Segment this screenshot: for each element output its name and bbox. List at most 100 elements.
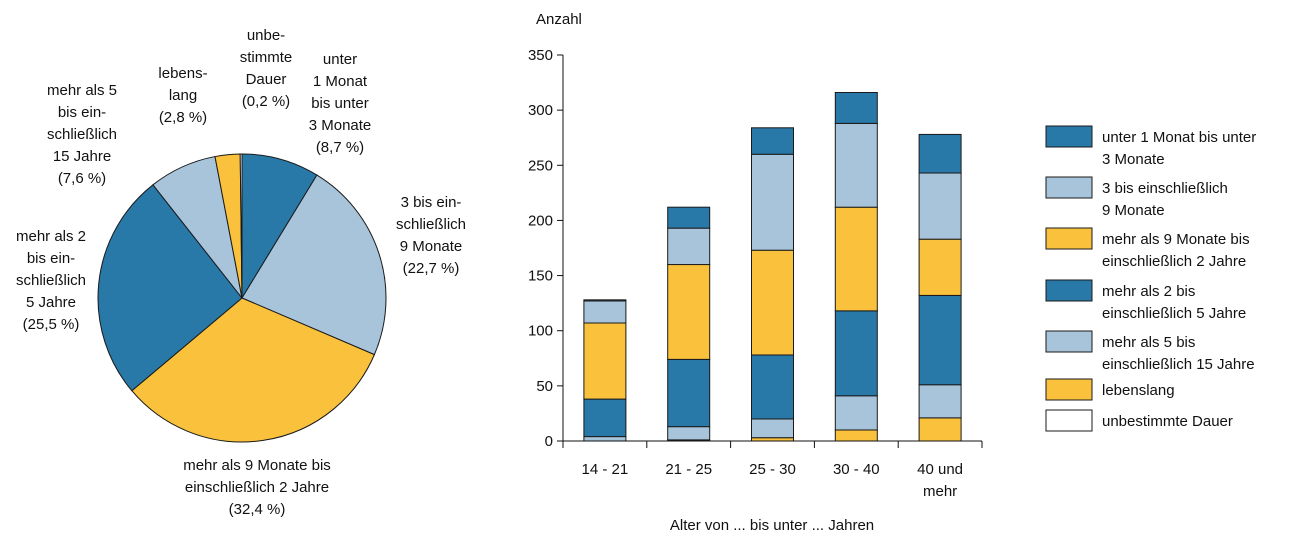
y-tick-label: 250 (528, 157, 553, 174)
legend-label-1-line: 3 bis einschließlich (1102, 180, 1228, 197)
pie-label-3-line: mehr als 2 (16, 228, 86, 245)
pie-label-3-line: (25,5 %) (23, 316, 80, 333)
legend: unter 1 Monat bis unter 3 Monate 3 bis ein… (1045, 125, 1256, 432)
x-tick-label: 25 - 30 (749, 461, 796, 478)
x-tick-label-line: 40 und (917, 461, 963, 478)
pie-label-3-line: bis ein- (27, 250, 75, 267)
legend-label-1-line: 9 Monate (1102, 202, 1165, 219)
pie-label-2-line: (32,4 %) (229, 501, 286, 518)
x-tick-label: 14 - 21 (582, 461, 629, 478)
pie-label-4-line: schließlich (47, 126, 117, 143)
bar-segment-2-5 (751, 153, 794, 251)
pie-label-3-line: schließlich (16, 272, 86, 289)
y-tick-label: 50 (536, 378, 553, 395)
bar-segment-2-4 (751, 249, 794, 356)
pie-label-5-line: lebens- (158, 65, 207, 82)
bar-segment-0-2 (583, 436, 627, 442)
legend-swatch-2 (1045, 227, 1093, 250)
bar-segment-2-6 (751, 127, 794, 155)
legend-label-0: unter 1 Monat bis unter 3 Monate (1102, 129, 1256, 168)
bar-segment-3-4 (834, 206, 878, 312)
x-tick-label-line: 21 - 25 (665, 461, 712, 478)
pie-label-1-line: 9 Monate (400, 238, 463, 255)
pie-label-0-line: 3 Monate (309, 117, 372, 134)
pie-label-5-line: (2,8 %) (159, 109, 207, 126)
pie-label-4-line: bis ein- (58, 104, 106, 121)
legend-label-0-line: unter 1 Monat bis unter (1102, 129, 1256, 146)
pie-label-3-line: 5 Jahre (26, 294, 76, 311)
pie-label-6-line: (0,2 %) (242, 93, 290, 110)
legend-label-2-line: mehr als 9 Monate bis (1102, 231, 1250, 248)
pie-slice-3 (97, 184, 243, 392)
pie-labels: unter 1 Monat bis unter 3 Monate (8,7 %) 3 bi… (16, 27, 466, 518)
stacked-bar-chart: Anzahl 0 50 100 150 200 250 300 350 14 - 21 21 -… (528, 11, 983, 534)
legend-swatch-4 (1045, 330, 1093, 353)
legend-label-2-line: einschließlich 2 Jahre (1102, 253, 1246, 270)
bar-segment-3-6 (834, 92, 878, 124)
legend-swatch-3 (1045, 279, 1093, 302)
pie-chart (97, 153, 387, 443)
bar-segment-4-2 (918, 384, 962, 419)
bar-segment-2-3 (751, 354, 794, 420)
bar-segment-0-5 (583, 300, 627, 324)
pie-label-6-line: Dauer (246, 71, 287, 88)
pie-label-4-line: 15 Jahre (53, 148, 111, 165)
y-tick-label: 100 (528, 323, 553, 340)
bar-segment-3-2 (834, 395, 878, 431)
legend-swatch-0 (1045, 125, 1093, 148)
legend-label-5-line: lebenslang (1102, 382, 1175, 399)
legend-label-3: mehr als 2 bis einschließlich 5 Jahre (1102, 283, 1246, 322)
legend-swatch-5 (1045, 378, 1093, 401)
y-tick-label: 150 (528, 268, 553, 285)
pie-slice-1 (241, 174, 387, 356)
legend-label-5: lebenslang (1102, 382, 1175, 399)
legend-swatch-1 (1045, 176, 1093, 199)
bars (583, 92, 962, 442)
y-tick-label: 350 (528, 47, 553, 64)
bar-segment-1-3 (667, 358, 711, 428)
pie-label-0-line: bis unter (311, 95, 369, 112)
pie-label-5: lebens-lang (2,8 %) (158, 65, 207, 126)
pie-label-6: unbe-stimmte Dauer (0,2 %) (240, 27, 293, 110)
pie-label-6-line: unbe- (247, 27, 285, 44)
y-tick-label: 0 (545, 433, 553, 450)
legend-label-0-line: 3 Monate (1102, 151, 1165, 168)
bar-segment-4-4 (918, 238, 962, 296)
pie-label-4-line: mehr als 5 (47, 82, 117, 99)
legend-swatch-6 (1045, 409, 1093, 432)
x-tick-label-line: 30 - 40 (833, 461, 880, 478)
x-tick-label-line: 25 - 30 (749, 461, 796, 478)
legend-label-4-line: einschließlich 15 Jahre (1102, 356, 1255, 373)
legend-label-3-line: einschließlich 5 Jahre (1102, 305, 1246, 322)
pie-label-0-line: unter (323, 51, 357, 68)
pie-label-1-line: (22,7 %) (403, 260, 460, 277)
bar-segment-4-1 (918, 417, 962, 442)
bar-segment-3-1 (834, 429, 878, 442)
pie-label-2-line: mehr als 9 Monate bis (183, 457, 331, 474)
bar-segment-1-6 (667, 206, 711, 229)
x-tick-label-line: 14 - 21 (582, 461, 629, 478)
y-tick-label: 300 (528, 102, 553, 119)
bar-segment-0-3 (583, 398, 627, 438)
pie-label-0: unter 1 Monat bis unter 3 Monate (8,7 %) (309, 51, 372, 156)
bar-segment-4-6 (918, 133, 962, 174)
pie-label-2-line: einschließlich 2 Jahre (185, 479, 329, 496)
bar-segment-2-2 (751, 418, 794, 439)
bar-segment-1-5 (667, 227, 711, 266)
pie-label-6-line: stimmte (240, 49, 293, 66)
pie-label-4: mehr als 5 bis ein-schließlich 15 Jahre (7,… (47, 82, 117, 187)
legend-label-1: 3 bis einschließlich 9 Monate (1102, 180, 1228, 219)
y-axis: 0 50 100 150 200 250 300 350 (528, 47, 564, 450)
bar-segment-0-4 (583, 322, 627, 400)
x-axis-title: Alter von ... bis unter ... Jahren (670, 517, 874, 534)
legend-label-2: mehr als 9 Monate bis einschließlich 2 Ja… (1102, 231, 1250, 270)
bar-segment-3-3 (834, 310, 878, 397)
pie-label-1: 3 bis ein-schließlich 9 Monate (22,7 %) (396, 194, 466, 277)
bar-segment-4-5 (918, 172, 962, 240)
legend-label-6: unbestimmte Dauer (1102, 413, 1233, 430)
x-tick-label: 40 und mehr (917, 461, 963, 500)
x-tick-label: 30 - 40 (833, 461, 880, 478)
pie-label-0-line: (8,7 %) (316, 139, 364, 156)
bar-segment-1-2 (667, 426, 711, 441)
